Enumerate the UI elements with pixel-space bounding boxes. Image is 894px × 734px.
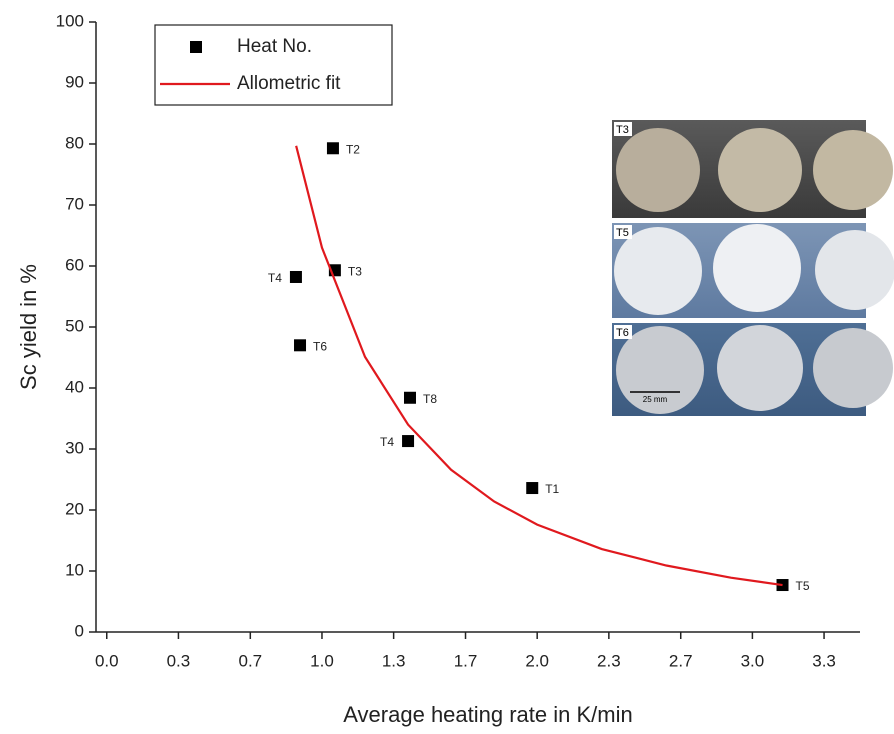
x-tick-label: 2.7: [669, 651, 693, 670]
y-tick-label: 10: [65, 560, 84, 579]
y-tick-label: 0: [75, 621, 84, 640]
data-point: [290, 271, 302, 283]
x-tick-label: 2.0: [525, 651, 549, 670]
data-point: [526, 482, 538, 494]
inset-photo: 25 mm T3 T5 T6: [612, 120, 894, 416]
x-tick-label: 1.7: [454, 651, 478, 670]
y-tick-label: 100: [56, 11, 84, 30]
inset-label: T3: [616, 124, 629, 136]
inset-label: T6: [616, 327, 629, 339]
x-tick-label: 3.3: [812, 651, 836, 670]
data-point: [404, 392, 416, 404]
x-tick-label: 0.7: [238, 651, 262, 670]
sample-disc: [614, 227, 702, 315]
scale-label: 25 mm: [643, 395, 668, 404]
y-tick-label: 30: [65, 438, 84, 457]
x-tick-label: 1.3: [382, 651, 406, 670]
sample-disc: [616, 128, 700, 212]
legend-swatch: [190, 41, 202, 53]
sample-disc: [718, 128, 802, 212]
x-tick-label: 0.3: [167, 651, 191, 670]
sample-disc: [717, 325, 803, 411]
legend-text: Allometric fit: [237, 73, 341, 94]
sample-disc: [813, 328, 893, 408]
data-point: [327, 142, 339, 154]
y-tick-label: 20: [65, 499, 84, 518]
point-label: T3: [348, 264, 362, 278]
y-tick-label: 50: [65, 316, 84, 335]
point-label: T6: [313, 339, 327, 353]
inset-label: T5: [616, 227, 629, 239]
y-tick-label: 80: [65, 133, 84, 152]
point-label: T2: [346, 142, 360, 156]
y-tick-label: 60: [65, 255, 84, 274]
point-label: T4: [380, 435, 394, 449]
sample-disc: [815, 230, 894, 310]
data-point: [294, 339, 306, 351]
x-tick-label: 1.0: [310, 651, 334, 670]
y-tick-label: 40: [65, 377, 84, 396]
x-tick-label: 3.0: [741, 651, 765, 670]
point-label: T1: [545, 482, 559, 496]
y-tick-label: 70: [65, 194, 84, 213]
y-tick-label: 90: [65, 72, 84, 91]
x-tick-label: 0.0: [95, 651, 119, 670]
chart: 25 mm T3 T5 T6 0 10 20 30 40 50 60 70 80 90 100 0.0 0.…: [0, 0, 894, 734]
point-label: T4: [268, 271, 282, 285]
point-label: T8: [423, 392, 437, 406]
point-label: T5: [796, 579, 810, 593]
sample-disc: [713, 224, 801, 312]
data-point: [402, 435, 414, 447]
y-axis-title: Sc yield in %: [16, 264, 41, 390]
x-axis-title: Average heating rate in K/min: [343, 702, 632, 727]
x-tick-label: 2.3: [597, 651, 621, 670]
legend-text: Heat No.: [237, 36, 312, 57]
sample-disc: [813, 130, 893, 210]
